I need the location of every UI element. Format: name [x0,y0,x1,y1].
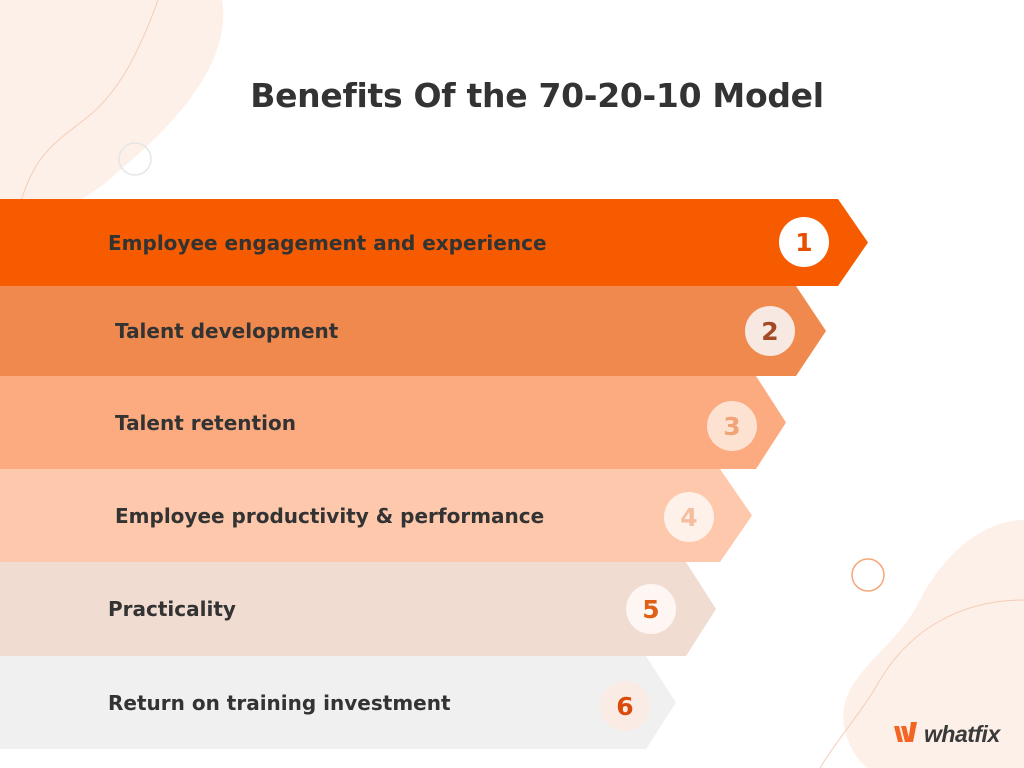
step-number: 2 [761,316,779,346]
step-arrow-shape [0,562,716,656]
step-label: Employee productivity & performance [115,503,545,528]
step-label: Talent development [115,319,339,343]
step-number-circle: 1 [779,217,829,267]
step-3: Talent retention 3 [0,376,786,469]
step-number: 4 [680,502,698,532]
step-number-circle: 6 [600,681,650,731]
step-number: 3 [723,411,741,441]
page-title: Benefits Of the 70-20-10 Model [250,76,824,115]
step-arrow-shape [0,199,868,286]
step-number: 1 [795,227,813,257]
step-1: Employee engagement and experience 1 [0,199,868,286]
step-number: 6 [616,691,634,721]
step-arrow-shape [0,656,676,749]
step-5: Practicality 5 [0,562,716,656]
step-2: Talent development 2 [0,286,826,376]
step-arrow-shape [0,376,786,469]
step-number-circle: 2 [745,306,795,356]
step-number-circle: 5 [626,584,676,634]
step-number-circle: 4 [664,492,714,542]
step-label: Talent retention [115,410,296,435]
step-arrow-shape [0,286,826,376]
step-arrow-shape [0,469,752,562]
step-label: Return on training investment [108,690,451,715]
step-6: Return on training investment 6 [0,656,676,749]
whatfix-logo: whatfix [894,718,1000,750]
step-number-circle: 3 [707,401,757,451]
step-number: 5 [642,594,660,624]
step-label: Employee engagement and experience [108,230,547,255]
step-4: Employee productivity & performance 4 [0,469,752,562]
logo-text: whatfix [924,720,1000,747]
whatfix-mark-icon [894,722,917,742]
step-label: Practicality [108,597,236,621]
